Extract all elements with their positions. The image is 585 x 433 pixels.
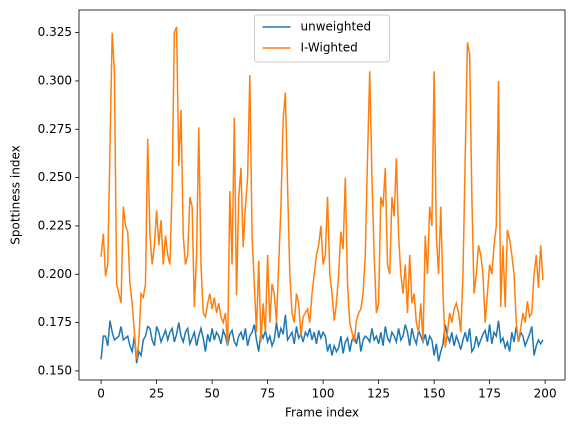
legend-label: unweighted [301,20,372,34]
y-tick-label: 0.175 [38,315,72,329]
x-tick-label: 25 [149,387,164,401]
x-tick-label: 0 [97,387,105,401]
y-axis-label: Spottiness index [9,145,23,244]
y-tick-label: 0.325 [38,25,72,39]
x-tick-label: 100 [312,387,335,401]
x-tick-label: 125 [367,387,390,401]
x-tick-label: 75 [260,387,275,401]
line-series [100,314,544,364]
y-tick-label: 0.225 [38,218,72,232]
line-series [100,26,544,360]
y-tick-label: 0.200 [38,267,72,281]
y-tick-label: 0.150 [38,363,72,377]
plot-frame [78,9,566,381]
x-tick-label: 200 [534,387,557,401]
x-tick-label: 150 [423,387,446,401]
x-tick-label: 50 [204,387,219,401]
legend-label: I-Wighted [301,41,358,55]
x-axis-label: Frame index [285,406,359,420]
x-tick-label: 175 [478,387,501,401]
y-tick-label: 0.300 [38,73,72,87]
y-tick-label: 0.275 [38,122,72,136]
y-tick-label: 0.250 [38,170,72,184]
